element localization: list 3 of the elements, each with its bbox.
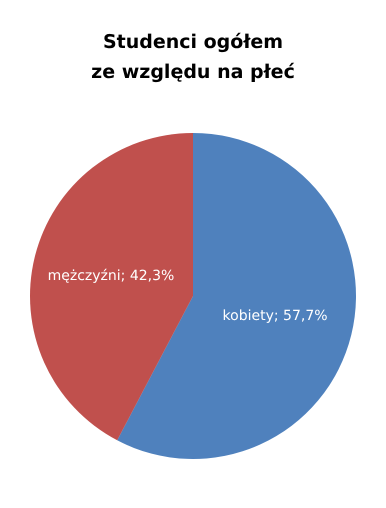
slice-label: mężczyźni; 42,3% bbox=[48, 268, 174, 284]
slice-label: kobiety; 57,7% bbox=[222, 308, 328, 324]
chart-title: Studenci ogółem ze względu na płeć bbox=[91, 31, 295, 83]
